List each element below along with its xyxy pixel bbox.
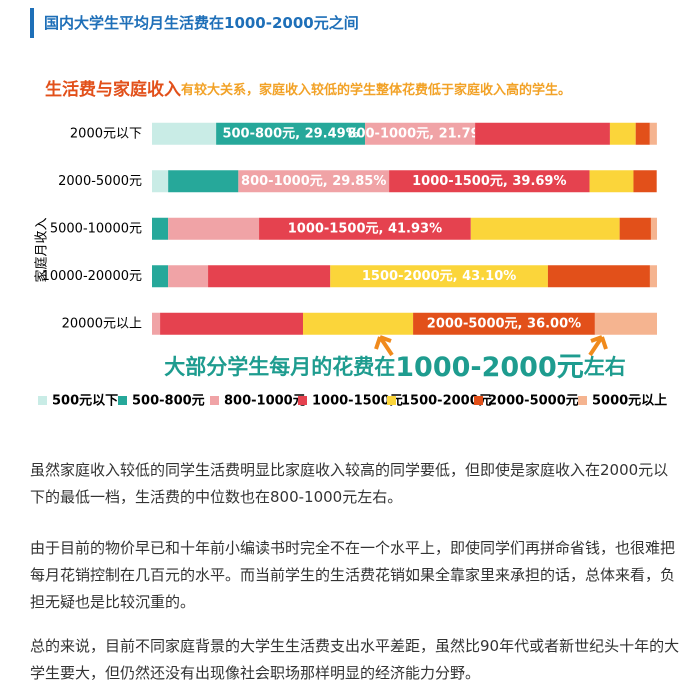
legend-swatch (210, 396, 219, 405)
value-label: 1000-1500元, 39.69% (412, 174, 566, 189)
bar-segment (594, 312, 657, 335)
legend-swatch (474, 396, 483, 405)
arrow (588, 335, 608, 357)
chart-background (20, 60, 680, 435)
legend-label: 2000-5000元 (488, 394, 579, 409)
annotation-part: 左右 (584, 355, 626, 379)
legend-swatch (387, 396, 396, 405)
bar-segment (649, 122, 657, 145)
bar-segment (609, 122, 636, 145)
bar-segment (216, 122, 366, 145)
paragraph: 虽然家庭收入较低的同学生活费明显比家庭收入较高的同学要低，但即使是家庭收入在20… (30, 461, 669, 506)
bar-segment (152, 122, 217, 145)
arrow (374, 335, 394, 357)
paragraph: 总的来说，目前不同家庭背景的大学生生活费支出水平差距，虽然比90年代或者新世纪头… (30, 637, 680, 682)
category-label: 10000-20000元 (42, 269, 142, 284)
value-label: 800-1000元, 29.85% (241, 174, 386, 189)
annotation: 大部分学生每月的花费在1000-2000元左右 (164, 352, 626, 383)
paragraph: 由于目前的物价早已和十年前小编读书时完全不在一个水平上，即使同学们再拼命省钱，也… (30, 539, 676, 611)
bar-segment (475, 122, 610, 145)
bar-segment (635, 122, 650, 145)
legend-swatch (38, 396, 47, 405)
bar-segment (389, 170, 590, 193)
value-label: 1500-2000元, 43.10% (362, 269, 516, 284)
bar-segment (152, 312, 161, 335)
bar-segment (168, 265, 209, 288)
bar-segment (259, 217, 471, 240)
bar-segment (152, 170, 169, 193)
bar-segment (168, 217, 260, 240)
annotation-part: 1000-2000元 (395, 352, 584, 383)
bar-segment (547, 265, 650, 288)
legend-label: 1000-1500元 (312, 394, 403, 409)
bar-segment (413, 312, 595, 335)
bar-segment (649, 265, 657, 288)
bar-segment (330, 265, 548, 288)
bar-segment (470, 217, 620, 240)
bar-segment (238, 170, 390, 193)
legend-swatch (298, 396, 307, 405)
bar-segment (152, 217, 169, 240)
legend-label: 5000元以上 (592, 394, 667, 409)
annotation-part: 大部分学生每月的花费在 (164, 355, 395, 379)
bar-segment (160, 312, 303, 335)
category-label: 5000-10000元 (50, 221, 142, 236)
category-label: 2000元以下 (70, 126, 142, 141)
value-label: 500-800元, 29.49% (222, 126, 358, 141)
chart-heading: 生活费与家庭收入有较大关系，家庭收入较低的学生整体花费低于家庭收入高的学生。 (45, 79, 571, 100)
bar-segment (168, 170, 239, 193)
category-label: 2000-5000元 (58, 174, 142, 189)
chart: 生活费与家庭收入有较大关系，家庭收入较低的学生整体花费低于家庭收入高的学生。 家… (20, 60, 680, 435)
section-title: 国内大学生平均月生活费在1000-2000元之间 (30, 8, 359, 38)
legend-label: 800-1000元 (224, 394, 306, 409)
y-axis-label: 家庭月收入 (34, 217, 50, 282)
bar-segment (619, 217, 651, 240)
bar-segment (633, 170, 657, 193)
bar-segment (365, 122, 476, 145)
value-label: 800-1000元, 21.79% (347, 126, 492, 141)
bar-segment (650, 217, 657, 240)
legend-label: 1500-2000元 (401, 394, 492, 409)
legend-label: 500-800元 (132, 394, 205, 409)
bar-segment (152, 265, 169, 288)
heading-emphasis: 生活费与家庭收入 (45, 79, 181, 100)
legend-swatch (118, 396, 127, 405)
value-label: 2000-5000元, 36.00% (427, 316, 581, 331)
bar-segment (589, 170, 634, 193)
legend-label: 500元以下 (52, 394, 118, 409)
value-label: 1000-1500元, 41.93% (288, 221, 442, 236)
legend-swatch (578, 396, 587, 405)
category-label: 20000元以上 (62, 316, 142, 331)
bar-segment (302, 312, 414, 335)
heading-rest: 有较大关系，家庭收入较低的学生整体花费低于家庭收入高的学生。 (181, 82, 571, 98)
bar-segment (208, 265, 331, 288)
